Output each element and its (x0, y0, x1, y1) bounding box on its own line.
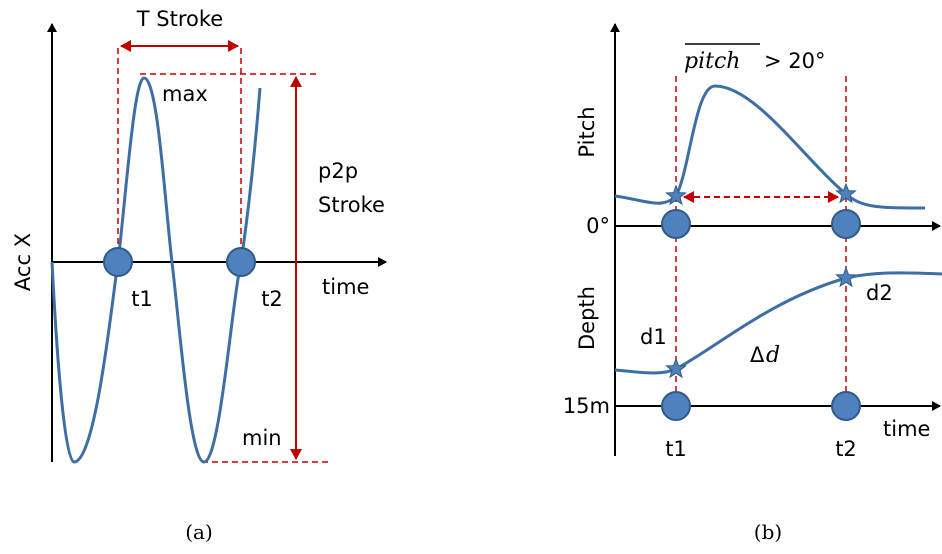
panel-b-t1-pitch-star (665, 184, 687, 206)
panel-b-t1-zero-marker (661, 209, 691, 239)
panel-b-d1-label: d1 (640, 325, 667, 349)
panel-a-t2-label: t2 (261, 287, 283, 311)
panel-a: T Stroke max min p2p Stroke time t1 t2 A… (11, 7, 387, 544)
panel-a-amplitude-label-1: p2p (318, 159, 358, 183)
panel-b-depth-ref-label: 15m (563, 394, 610, 418)
panel-b-pitch-mean-label: pitch (684, 49, 740, 74)
panel-b-pitch-label: Pitch (575, 106, 599, 157)
panel-a-acc-curve (50, 76, 262, 464)
panel-a-x-label: time (322, 275, 369, 299)
panel-b-d1-star (665, 357, 687, 379)
panel-a-max-label: max (162, 82, 208, 106)
panel-a-min-label: min (242, 426, 282, 450)
panel-b-depth-curve (614, 271, 942, 375)
panel-a-t1-label: t1 (131, 287, 153, 311)
panel-b-depth-label: Depth (575, 286, 599, 350)
panel-b-t2-label: t2 (835, 437, 857, 461)
panel-b-time-label: time (883, 417, 930, 441)
panel-b-t2-depth-marker (831, 391, 861, 421)
panel-a-period-label: T Stroke (136, 7, 223, 31)
panel-b-t1-label: t1 (665, 437, 687, 461)
panel-b-t1-depth-marker (661, 391, 691, 421)
panel-b-delta-var: d (766, 343, 780, 368)
panel-b-pitch-threshold-label: > 20° (764, 49, 826, 73)
panel-b-zero-label: 0° (586, 214, 610, 238)
panel-b-t2-pitch-star (835, 182, 857, 204)
panel-b-t2-zero-marker (831, 209, 861, 239)
panel-a-t1-marker (103, 247, 133, 277)
panel-b-caption: (b) (754, 520, 782, 544)
panel-b-d2-star (835, 266, 857, 288)
panel-b-delta-symbol: Δ (750, 343, 765, 367)
panel-a-t2-marker (226, 247, 256, 277)
panel-a-y-label: Acc X (11, 233, 35, 291)
panel-b: Pitch Depth 0° 15m time t1 t2 d1 d2 pitc… (563, 23, 942, 544)
panel-a-amplitude-label-2: Stroke (318, 193, 385, 217)
panel-a-caption: (a) (185, 520, 213, 544)
panel-b-pitch-curve (614, 84, 926, 210)
panel-b-d2-label: d2 (866, 281, 893, 305)
